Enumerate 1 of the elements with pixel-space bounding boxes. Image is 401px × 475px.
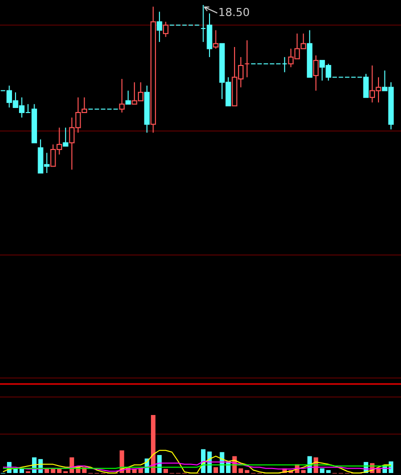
annotation: 18.50 [218,6,250,19]
